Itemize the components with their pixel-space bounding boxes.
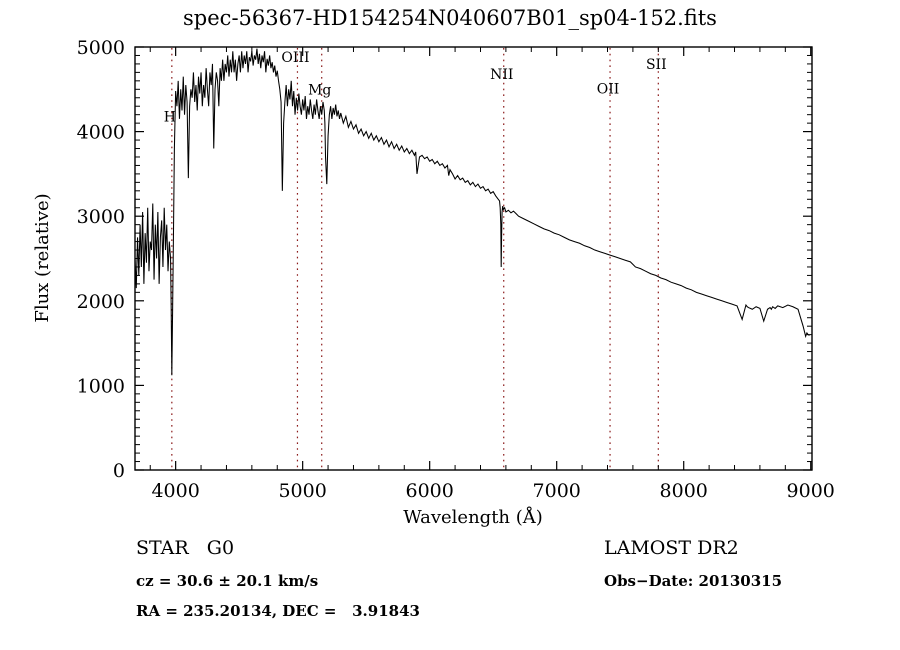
coordinates-label: RA = 235.20134, DEC = 3.91843 [136,602,420,620]
x-tick-label: 4000 [151,480,199,502]
spectrum-trace [134,48,810,376]
survey-label: LAMOST DR2 [604,537,739,559]
y-tick-label: 5000 [77,37,125,59]
spectrum-line [134,48,810,376]
observation-date-label: Obs−Date: 20130315 [604,572,783,590]
page-title: spec-56367-HD154254N040607B01_sp04-152.f… [183,6,717,30]
axis-titles: Wavelength (Å) Flux (relative) [32,193,543,528]
plot-box [134,46,813,471]
line-label-sii: SII [646,57,667,73]
x-tick-label: 9000 [787,480,835,502]
axis-tick-labels: 4000 5000 6000 7000 8000 9000 0 1000 2000 3000 400… [77,37,835,502]
x-tick-label: 6000 [405,480,453,502]
y-tick-label: 1000 [77,375,125,397]
x-tick-label: 7000 [533,480,581,502]
line-label-oii: OII [597,82,620,98]
y-tick-label: 0 [113,460,125,482]
object-type-label: STAR G0 [136,537,235,559]
x-tick-label: 8000 [660,480,708,502]
y-tick-label: 4000 [77,122,125,144]
x-tick-label: 5000 [278,480,326,502]
plot-frame [134,46,813,471]
redshift-velocity-label: cz = 30.6 ± 20.1 km/s [136,572,319,590]
spectral-line-labels: H OIII Mg NII OII SII [164,50,667,125]
axis-ticks [135,46,812,471]
line-label-nii: NII [490,67,513,83]
spectral-line-markers [171,48,659,469]
y-axis-title: Flux (relative) [32,193,53,322]
line-label-mg: Mg [308,82,331,98]
line-label-h: H [164,109,176,125]
y-tick-label: 3000 [77,206,125,228]
y-tick-label: 2000 [77,291,125,313]
line-label-oiii: OIII [281,50,309,66]
x-axis-title: Wavelength (Å) [403,506,543,528]
